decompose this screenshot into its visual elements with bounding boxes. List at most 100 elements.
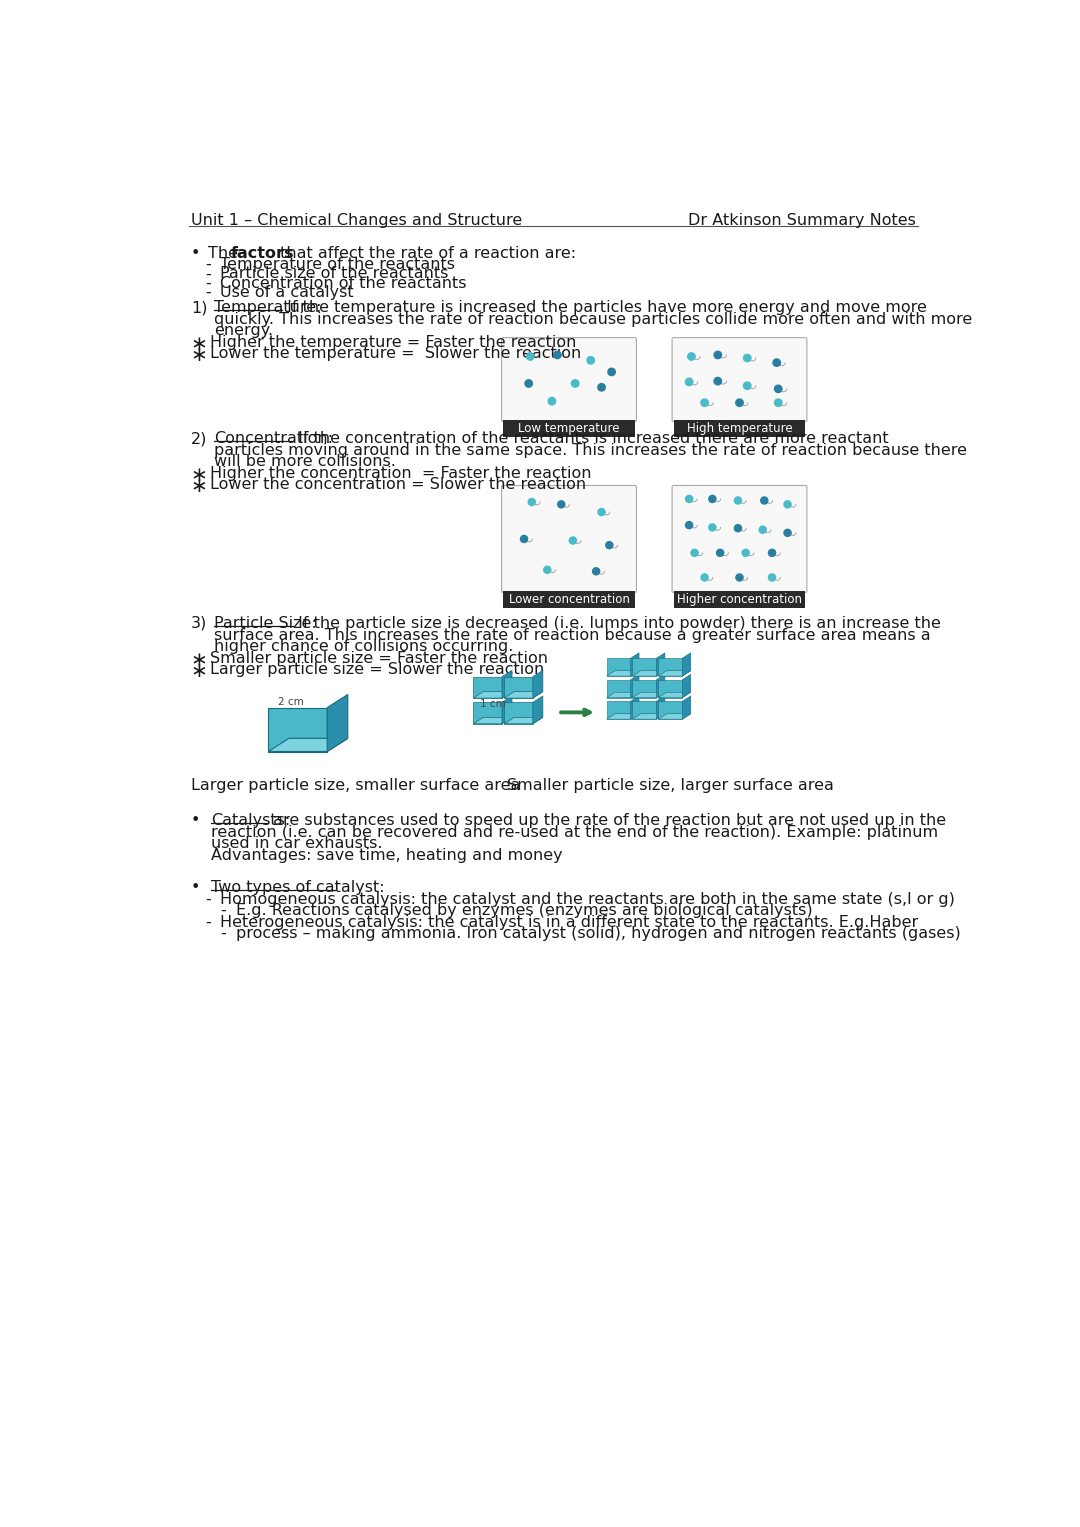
- Text: -: -: [205, 276, 211, 290]
- Text: Particle Size:: Particle Size:: [214, 615, 316, 631]
- Polygon shape: [659, 658, 683, 676]
- Text: If the concentration of the reactants is increased there are more reactant: If the concentration of the reactants is…: [294, 431, 889, 446]
- Polygon shape: [683, 675, 691, 698]
- Polygon shape: [502, 670, 512, 698]
- Circle shape: [708, 524, 716, 531]
- Text: Higher concentration: Higher concentration: [677, 592, 802, 606]
- Polygon shape: [268, 739, 348, 751]
- Polygon shape: [327, 695, 348, 751]
- Text: •: •: [191, 812, 200, 828]
- Polygon shape: [633, 713, 665, 719]
- Text: Unit 1 – Chemical Changes and Structure: Unit 1 – Chemical Changes and Structure: [191, 212, 522, 228]
- Text: Advantages: save time, heating and money: Advantages: save time, heating and money: [211, 847, 563, 863]
- Circle shape: [525, 380, 532, 388]
- Circle shape: [691, 550, 698, 556]
- Text: 1 cm: 1 cm: [480, 699, 505, 709]
- Text: High temperature: High temperature: [687, 421, 793, 435]
- Polygon shape: [473, 702, 502, 724]
- Polygon shape: [633, 658, 657, 676]
- Text: higher chance of collisions occurring.: higher chance of collisions occurring.: [214, 640, 513, 654]
- Circle shape: [769, 574, 775, 580]
- Text: If the temperature is increased the particles have more energy and move more: If the temperature is increased the part…: [282, 301, 927, 315]
- Text: •: •: [191, 246, 200, 261]
- Circle shape: [784, 501, 792, 508]
- Circle shape: [598, 508, 605, 516]
- Text: ∗: ∗: [191, 334, 207, 354]
- Polygon shape: [657, 675, 665, 698]
- Polygon shape: [504, 676, 532, 698]
- Text: ∗: ∗: [191, 651, 207, 670]
- Polygon shape: [633, 680, 657, 698]
- Polygon shape: [659, 713, 691, 719]
- Text: Higher the temperature = Faster the reaction: Higher the temperature = Faster the reac…: [211, 334, 577, 350]
- Text: process – making ammonia. Iron catalyst (solid), hydrogen and nitrogen reactants: process – making ammonia. Iron catalyst …: [235, 927, 960, 941]
- Circle shape: [528, 498, 536, 505]
- Text: Lower concentration: Lower concentration: [509, 592, 630, 606]
- FancyBboxPatch shape: [674, 591, 806, 608]
- Circle shape: [714, 351, 721, 359]
- Text: -: -: [220, 927, 226, 941]
- Text: Catalysts:: Catalysts:: [211, 812, 291, 828]
- FancyBboxPatch shape: [672, 337, 807, 421]
- Text: -: -: [220, 902, 226, 918]
- Polygon shape: [532, 696, 543, 724]
- Circle shape: [735, 399, 743, 406]
- Circle shape: [543, 567, 551, 573]
- Polygon shape: [659, 692, 691, 698]
- Circle shape: [554, 351, 562, 359]
- Text: 2): 2): [191, 431, 207, 446]
- Polygon shape: [473, 718, 512, 724]
- FancyBboxPatch shape: [501, 486, 636, 592]
- Circle shape: [773, 359, 781, 366]
- Text: ∗: ∗: [191, 478, 207, 496]
- Text: If the particle size is decreased (i.e. lumps into powder) there is an increase : If the particle size is decreased (i.e. …: [294, 615, 941, 631]
- Text: Temperature of the reactants: Temperature of the reactants: [220, 257, 456, 272]
- Circle shape: [734, 496, 742, 504]
- Circle shape: [688, 353, 696, 360]
- FancyBboxPatch shape: [674, 420, 806, 437]
- Text: 1): 1): [191, 301, 207, 315]
- Polygon shape: [504, 692, 543, 698]
- Text: Higher the concentration  = Faster the reaction: Higher the concentration = Faster the re…: [211, 466, 592, 481]
- Polygon shape: [659, 670, 691, 676]
- Polygon shape: [607, 658, 631, 676]
- Text: ∗: ∗: [191, 663, 207, 681]
- Text: Two types of catalyst:: Two types of catalyst:: [211, 880, 384, 895]
- Text: Lower the concentration = Slower the reaction: Lower the concentration = Slower the rea…: [211, 478, 586, 492]
- Text: reaction (i.e. can be recovered and re-used at the end of the reaction). Example: reaction (i.e. can be recovered and re-u…: [211, 825, 939, 840]
- Circle shape: [521, 536, 528, 542]
- Polygon shape: [631, 675, 639, 698]
- Polygon shape: [659, 680, 683, 698]
- Circle shape: [608, 368, 616, 376]
- Circle shape: [686, 495, 692, 502]
- FancyBboxPatch shape: [501, 337, 636, 421]
- Polygon shape: [633, 670, 665, 676]
- Polygon shape: [659, 701, 683, 719]
- Polygon shape: [633, 701, 657, 719]
- Circle shape: [743, 354, 751, 362]
- Circle shape: [716, 550, 724, 556]
- Circle shape: [569, 538, 577, 544]
- Text: -: -: [205, 286, 211, 299]
- Circle shape: [593, 568, 599, 574]
- Text: energy.: energy.: [214, 324, 273, 339]
- Text: E.g. Reactions catalysed by enzymes (enzymes are biological catalysts): E.g. Reactions catalysed by enzymes (enz…: [235, 902, 812, 918]
- Polygon shape: [633, 692, 665, 698]
- Text: quickly. This increases the rate of reaction because particles collide more ofte: quickly. This increases the rate of reac…: [214, 312, 972, 327]
- Polygon shape: [607, 692, 639, 698]
- Circle shape: [769, 550, 775, 556]
- Text: particles moving around in the same space. This increases the rate of reaction b: particles moving around in the same spac…: [214, 443, 967, 458]
- Text: -: -: [205, 892, 211, 907]
- Text: are substances used to speed up the rate of the reaction but are not used up in : are substances used to speed up the rate…: [268, 812, 946, 828]
- Text: Lower the temperature =  Slower the reaction: Lower the temperature = Slower the react…: [211, 347, 581, 362]
- Polygon shape: [473, 676, 502, 698]
- Text: Larger particle size, smaller surface area: Larger particle size, smaller surface ar…: [191, 777, 521, 793]
- Polygon shape: [657, 696, 665, 719]
- Polygon shape: [473, 692, 512, 698]
- Polygon shape: [657, 654, 665, 676]
- Polygon shape: [683, 654, 691, 676]
- FancyBboxPatch shape: [503, 420, 635, 437]
- Text: The: The: [207, 246, 243, 261]
- Text: Larger particle size = Slower the reaction: Larger particle size = Slower the reacti…: [211, 663, 544, 676]
- Circle shape: [784, 530, 792, 536]
